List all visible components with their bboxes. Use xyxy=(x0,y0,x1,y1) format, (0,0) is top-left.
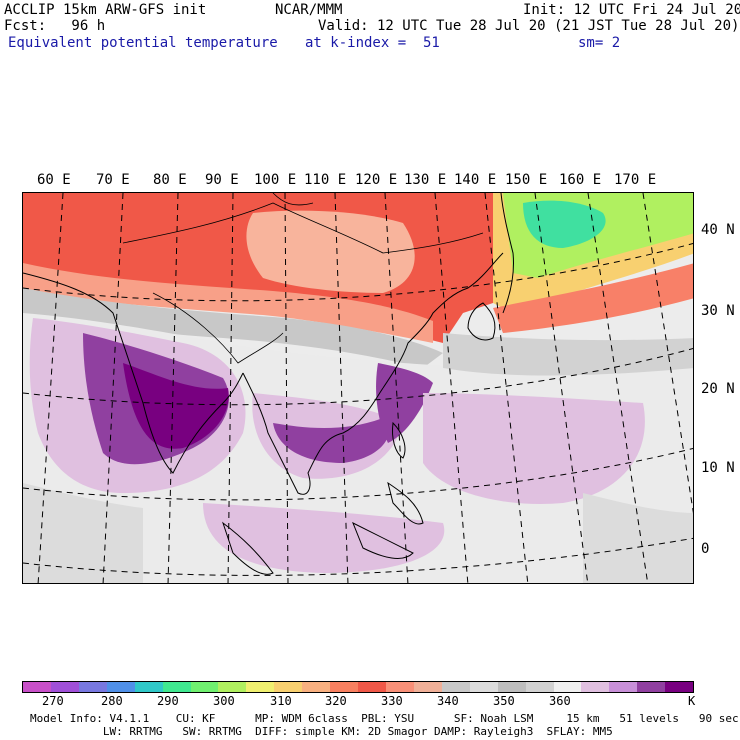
colorbar-swatch xyxy=(23,682,51,692)
colorbar-label: 280 xyxy=(101,694,123,708)
lon-label: 90 E xyxy=(205,172,239,188)
lat-label: 0 xyxy=(701,541,710,557)
field-name: Equivalent potential temperature xyxy=(8,35,278,51)
smoothing-label: sm= 2 xyxy=(578,35,621,51)
colorbar-label: 320 xyxy=(325,694,347,708)
lat-label: 20 N xyxy=(701,381,735,397)
colorbar-swatch xyxy=(246,682,275,692)
colorbar-swatch xyxy=(50,682,79,692)
colorbar-swatch xyxy=(553,682,582,692)
colorbar-swatch xyxy=(469,682,498,692)
lon-label: 110 E xyxy=(304,172,347,188)
colorbar-swatch xyxy=(330,682,359,692)
colorbar-swatch xyxy=(497,682,526,692)
colorbar-unit: K xyxy=(688,694,696,708)
colorbar-swatch xyxy=(358,682,386,692)
lon-label: 140 E xyxy=(454,172,497,188)
purple-scs xyxy=(273,418,389,463)
gray-patch xyxy=(583,493,693,583)
model-info-line2: LW: RRTMG SW: RRTMG DIFF: simple KM: 2D … xyxy=(30,725,613,738)
gray-band xyxy=(23,288,443,368)
lon-label: 150 E xyxy=(505,172,548,188)
salmon-interior xyxy=(246,210,415,293)
valid-time: Valid: 12 UTC Tue 28 Jul 20 (21 JST Tue … xyxy=(318,18,740,34)
lat-label: 10 N xyxy=(701,460,735,476)
green-region xyxy=(523,200,606,248)
colorbar-swatch xyxy=(609,682,638,692)
colorbar-swatch xyxy=(218,682,247,692)
forecast-hour: Fcst: 96 h xyxy=(4,18,106,34)
lat-label: 40 N xyxy=(701,222,735,238)
lon-label: 70 E xyxy=(96,172,130,188)
level-label: at k-index = 51 xyxy=(305,35,440,51)
map-svg xyxy=(23,193,693,583)
lon-label: 130 E xyxy=(404,172,447,188)
coastlines xyxy=(23,193,514,575)
colorbar-swatch xyxy=(637,682,666,692)
gray-patch xyxy=(443,333,693,376)
colorbar-label: 360 xyxy=(549,694,571,708)
colorbar-label: 270 xyxy=(42,694,64,708)
colorbar-swatch xyxy=(162,682,191,692)
lon-label: 80 E xyxy=(153,172,187,188)
country-borders xyxy=(122,193,484,364)
salmon-band xyxy=(23,263,433,343)
colorbar-label: 330 xyxy=(381,694,403,708)
colorbar-swatch xyxy=(385,682,414,692)
colorbar-label: 340 xyxy=(437,694,459,708)
colorbar-swatch xyxy=(581,682,610,692)
map-panel xyxy=(22,192,694,584)
colorbar-swatch xyxy=(525,682,554,692)
model-info-line1: Model Info: V4.1.1 CU: KF MP: WDM 6class… xyxy=(30,712,739,725)
lon-label: 120 E xyxy=(355,172,398,188)
init-time: Init: 12 UTC Fri 24 Jul 20 xyxy=(523,2,740,18)
colorbar xyxy=(22,681,694,693)
colorbar-label: 300 xyxy=(213,694,235,708)
colorbar-swatch xyxy=(441,682,470,692)
colorbar-label: 310 xyxy=(270,694,292,708)
lon-label: 100 E xyxy=(254,172,297,188)
purple-philippine-sea xyxy=(376,363,433,443)
colorbar-label: 350 xyxy=(493,694,515,708)
organization-label: NCAR/MMM xyxy=(275,2,343,18)
model-title: ACCLIP 15km ARW-GFS init xyxy=(4,2,207,18)
pacific-red-band xyxy=(493,263,693,333)
colorbar-swatch xyxy=(302,682,331,692)
lon-label: 60 E xyxy=(37,172,71,188)
colorbar-swatch xyxy=(274,682,303,692)
colorbar-label: 290 xyxy=(157,694,179,708)
lon-label: 160 E xyxy=(559,172,602,188)
graticule xyxy=(23,193,693,583)
colorbar-swatch xyxy=(106,682,135,692)
lavender-pacific xyxy=(423,393,645,504)
colorbar-swatch xyxy=(78,682,107,692)
lavender-equatorial xyxy=(203,503,445,573)
colorbar-swatch xyxy=(413,682,442,692)
colorbar-swatch xyxy=(134,682,163,692)
colorbar-swatch xyxy=(665,682,694,692)
lon-label: 170 E xyxy=(614,172,657,188)
colorbar-swatch xyxy=(190,682,219,692)
lat-label: 30 N xyxy=(701,303,735,319)
gray-patch xyxy=(23,483,143,583)
